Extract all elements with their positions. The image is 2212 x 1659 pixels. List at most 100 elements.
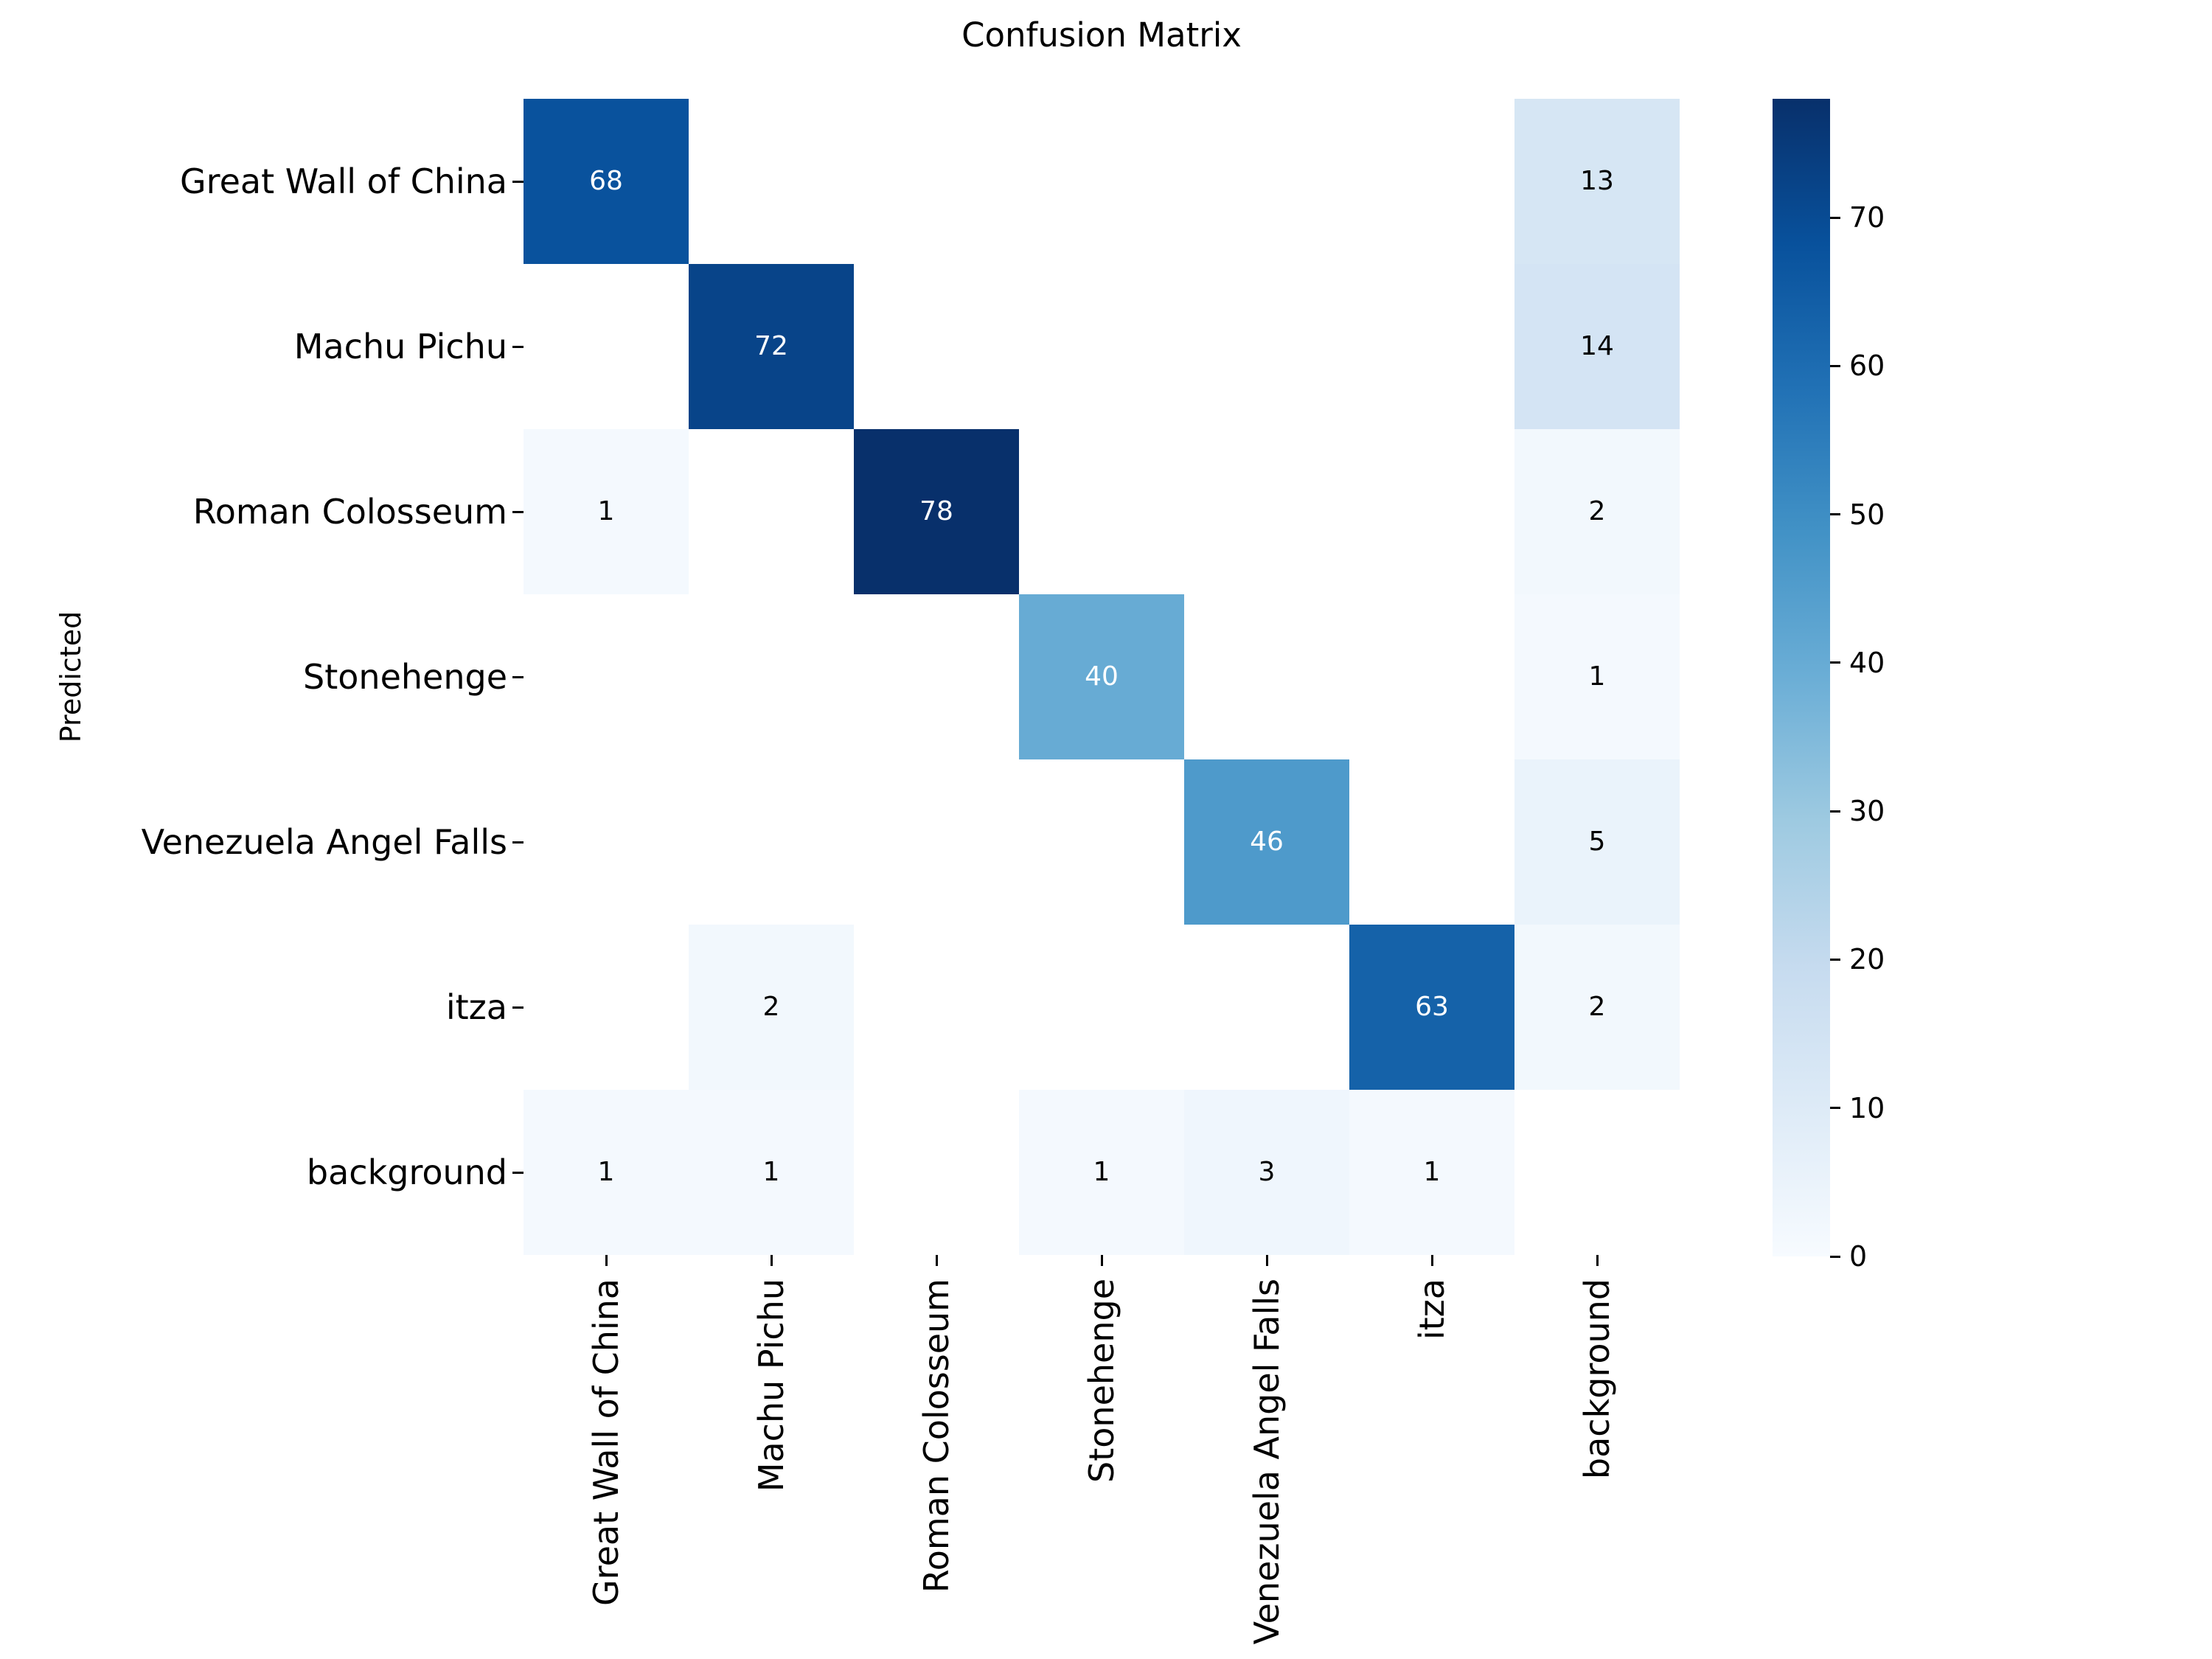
heatmap-cell <box>524 264 689 429</box>
heatmap-cell <box>1514 1090 1680 1255</box>
row-label: Roman Colosseum <box>192 492 507 532</box>
heatmap-cell <box>1019 99 1184 264</box>
heatmap-cell <box>524 594 689 759</box>
row-label: Venezuela Angel Falls <box>141 822 507 862</box>
colorbar-tick <box>1830 661 1840 664</box>
heatmap-cell <box>1019 925 1184 1090</box>
colorbar-tick-label: 40 <box>1849 646 1885 679</box>
heatmap-cell: 46 <box>1184 759 1349 925</box>
x-tick <box>605 1255 608 1266</box>
heatmap-cell <box>1019 264 1184 429</box>
cell-value: 46 <box>1250 827 1284 857</box>
col-label: Roman Colosseum <box>917 1279 956 1593</box>
col-label: itza <box>1412 1279 1452 1340</box>
heatmap-cell: 68 <box>524 99 689 264</box>
y-tick <box>512 675 524 678</box>
cell-value: 5 <box>1588 827 1606 857</box>
colorbar-tick-label: 0 <box>1849 1240 1868 1273</box>
heatmap-cell: 5 <box>1514 759 1680 925</box>
heatmap-cell <box>1349 759 1514 925</box>
row-label: background <box>306 1152 507 1192</box>
cell-value: 78 <box>919 496 953 526</box>
row-label: Great Wall of China <box>180 161 507 201</box>
cell-value: 1 <box>597 1157 615 1187</box>
x-tick <box>1430 1255 1433 1266</box>
heatmap-cell: 2 <box>1514 925 1680 1090</box>
heatmap-cell: 78 <box>854 429 1019 594</box>
heatmap-cell: 1 <box>524 429 689 594</box>
heatmap-cell <box>524 925 689 1090</box>
col-label: background <box>1577 1279 1617 1480</box>
colorbar-tick <box>1830 364 1840 367</box>
y-tick <box>512 345 524 348</box>
heatmap-cell: 1 <box>1019 1090 1184 1255</box>
colorbar-tick <box>1830 958 1840 961</box>
cell-value: 1 <box>1588 661 1606 692</box>
heatmap-cell: 63 <box>1349 925 1514 1090</box>
cell-value: 1 <box>762 1157 780 1187</box>
heatmap-cell: 2 <box>1514 429 1680 594</box>
heatmap-cell <box>1349 264 1514 429</box>
cell-value: 1 <box>597 496 615 526</box>
heatmap-cell: 2 <box>689 925 854 1090</box>
row-label: itza <box>445 987 507 1027</box>
col-label: Great Wall of China <box>586 1279 626 1606</box>
heatmap-cell: 1 <box>524 1090 689 1255</box>
cell-value: 2 <box>762 992 780 1022</box>
row-label: Stonehenge <box>303 657 507 697</box>
heatmap-cell <box>1019 429 1184 594</box>
heatmap-cell <box>1019 759 1184 925</box>
y-axis-label: Predicted <box>55 611 87 743</box>
heatmap-cell <box>1184 429 1349 594</box>
heatmap-cell <box>854 1090 1019 1255</box>
heatmap-cell <box>1184 925 1349 1090</box>
cell-value: 68 <box>589 166 623 196</box>
heatmap-cell <box>1349 594 1514 759</box>
heatmap-cell <box>689 99 854 264</box>
y-tick <box>512 841 524 844</box>
y-tick <box>512 1171 524 1174</box>
heatmap-cell: 1 <box>689 1090 854 1255</box>
heatmap-cell: 14 <box>1514 264 1680 429</box>
heatmap-cell <box>689 759 854 925</box>
colorbar-tick <box>1830 1255 1840 1258</box>
heatmap-cell <box>1184 99 1349 264</box>
x-tick <box>770 1255 773 1266</box>
heatmap-cell <box>689 594 854 759</box>
x-tick <box>935 1255 938 1266</box>
heatmap-cell: 13 <box>1514 99 1680 264</box>
y-tick <box>512 510 524 513</box>
colorbar-tick-label: 50 <box>1849 498 1885 531</box>
colorbar-tick-label: 10 <box>1849 1091 1885 1124</box>
colorbar-tick <box>1830 216 1840 219</box>
colorbar-tick-label: 70 <box>1849 201 1885 234</box>
x-tick <box>1596 1255 1599 1266</box>
cell-value: 2 <box>1588 992 1606 1022</box>
y-tick <box>512 1006 524 1009</box>
heatmap-cell <box>854 925 1019 1090</box>
colorbar-gradient <box>1773 99 1830 1256</box>
chart-title: Confusion Matrix <box>961 15 1242 55</box>
heatmap-cell <box>1184 594 1349 759</box>
heatmap-cell <box>524 759 689 925</box>
heatmap-cell: 1 <box>1514 594 1680 759</box>
heatmap-cell: 72 <box>689 264 854 429</box>
row-label: Machu Pichu <box>293 327 507 366</box>
heatmap-cell <box>1184 264 1349 429</box>
colorbar-tick <box>1830 513 1840 516</box>
colorbar-tick <box>1830 810 1840 813</box>
heatmap-cell <box>854 99 1019 264</box>
heatmap-cell: 3 <box>1184 1090 1349 1255</box>
y-tick <box>512 180 524 183</box>
heatmap-cell: 1 <box>1349 1090 1514 1255</box>
col-label: Stonehenge <box>1082 1279 1121 1483</box>
cell-value: 1 <box>1093 1157 1110 1187</box>
heatmap-grid: 68 13 72 14 1 78 2 40 1 46 5 2 63 2 1 1 1 3 1 <box>524 99 1680 1255</box>
heatmap-cell <box>854 594 1019 759</box>
cell-value: 13 <box>1580 166 1614 196</box>
colorbar-tick-label: 20 <box>1849 943 1885 976</box>
cell-value: 40 <box>1085 661 1119 692</box>
x-tick <box>1100 1255 1103 1266</box>
heatmap-cell <box>854 759 1019 925</box>
